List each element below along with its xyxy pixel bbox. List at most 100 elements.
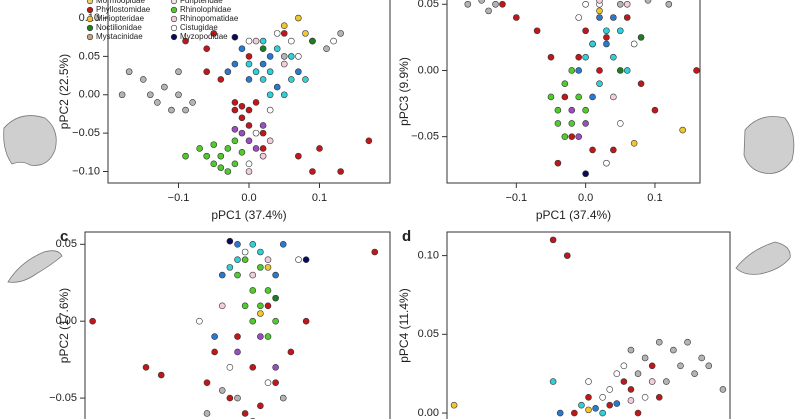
point [280, 30, 288, 37]
point [599, 393, 606, 401]
point [585, 406, 592, 414]
point [241, 410, 249, 417]
point [266, 53, 274, 60]
point [249, 287, 257, 294]
point [582, 27, 589, 35]
plot-frame [84, 231, 391, 419]
point [196, 145, 203, 152]
legend-marker [86, 6, 94, 14]
point [554, 106, 562, 114]
point [279, 394, 287, 402]
point [599, 409, 606, 417]
point [616, 120, 624, 127]
plot-frame [446, 0, 701, 184]
point [217, 76, 225, 83]
x-axis-label: pPC1 (37.4%) [211, 208, 286, 222]
point [651, 106, 659, 114]
panel-label: c [60, 228, 68, 245]
point [259, 145, 267, 152]
point [264, 302, 272, 310]
point [273, 83, 281, 91]
point [231, 60, 239, 68]
point [264, 256, 272, 263]
point [533, 27, 541, 35]
point [620, 378, 628, 385]
point [234, 271, 241, 279]
point [464, 0, 472, 8]
point [238, 102, 246, 110]
point [252, 129, 260, 137]
point [478, 0, 485, 4]
point [627, 386, 635, 393]
point [606, 386, 614, 393]
skull-icons [3, 115, 795, 283]
point [189, 99, 196, 106]
point [231, 33, 239, 41]
point [175, 68, 182, 76]
point [238, 45, 246, 53]
y-tick-label: 0.05 [418, 0, 439, 10]
legend-marker [86, 24, 94, 32]
point [234, 348, 241, 356]
point [295, 256, 302, 263]
point [627, 346, 635, 354]
point [641, 393, 649, 401]
point [224, 68, 232, 76]
point [637, 80, 645, 88]
point [203, 68, 210, 76]
point [168, 106, 175, 114]
point [245, 137, 253, 145]
point [620, 362, 628, 370]
point [218, 387, 226, 394]
legend-marker [170, 6, 178, 14]
legend-marker [170, 0, 178, 5]
point [610, 53, 617, 61]
point [147, 91, 154, 99]
point [196, 317, 203, 325]
point [610, 93, 617, 101]
point [257, 248, 264, 256]
point [259, 129, 267, 137]
point [234, 394, 241, 402]
y-tick-label: 0.05 [56, 238, 77, 250]
point [554, 159, 562, 167]
point [309, 37, 316, 45]
y-axis-label: pPC3 (9.9%) [397, 57, 411, 126]
point [585, 378, 592, 385]
legend-marker [86, 0, 94, 5]
point [139, 76, 147, 83]
point [592, 405, 599, 412]
point [575, 14, 582, 21]
point [272, 379, 279, 387]
point [616, 67, 624, 74]
point [231, 99, 239, 106]
point [272, 317, 279, 325]
x-tick-label: 0.1 [647, 192, 662, 204]
point [556, 409, 564, 417]
legend-marker [170, 33, 178, 41]
point [630, 40, 638, 48]
point [655, 338, 663, 346]
point [224, 168, 232, 175]
point [693, 67, 700, 74]
point [234, 256, 241, 263]
legend-label: Phyllostomidae [96, 5, 151, 14]
point [238, 114, 246, 122]
point [266, 106, 274, 114]
point [252, 145, 260, 152]
y-tick-label: 0.00 [418, 407, 439, 419]
point [561, 133, 569, 140]
point [582, 120, 589, 127]
point [610, 146, 617, 154]
point [644, 0, 652, 4]
point [630, 139, 638, 147]
point [161, 83, 168, 91]
point [575, 67, 582, 74]
point [287, 37, 295, 45]
point [568, 67, 576, 74]
point [684, 338, 691, 346]
point [154, 99, 161, 106]
point [245, 160, 253, 168]
y-tick-label: −0.05 [49, 392, 77, 404]
point [563, 252, 571, 259]
